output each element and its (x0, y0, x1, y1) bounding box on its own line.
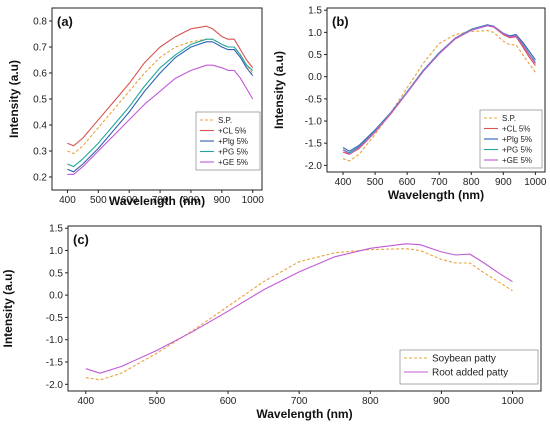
chart-panel: 400 500 600 700 800 900 1000 -2.0 -1.5 -1.0 -0.5 0.… (272, 6, 547, 202)
y-axis-label: Intensity (a.u) (7, 60, 21, 138)
series-line (67, 64, 254, 175)
x-tick-label: 500 (90, 195, 107, 206)
x-tick-label: 400 (77, 396, 94, 407)
series-line (342, 30, 536, 162)
x-tick-label: 1000 (242, 195, 265, 206)
y-tick-label: -1.5 (305, 139, 323, 150)
panel-label: (a) (57, 14, 73, 29)
legend-label: +PG 5% (218, 147, 248, 156)
series-line (342, 25, 536, 155)
x-tick-label: 400 (335, 177, 352, 188)
x-tick-label: 1000 (524, 177, 547, 188)
y-tick-label: 1.0 (49, 246, 63, 257)
legend-label: +CL 5% (502, 124, 530, 133)
series-line (67, 41, 254, 173)
x-tick-label: 800 (463, 177, 480, 188)
y-tick-label: -1.5 (46, 358, 64, 369)
legend: S.P.+CL 5% +Plg 5%+PG 5% +GE 5% (195, 111, 261, 171)
y-tick-label: 0.5 (49, 268, 63, 279)
y-tick-label: 0.5 (308, 50, 322, 61)
series-line (67, 38, 254, 168)
legend: S.P.+CL 5% +Plg 5%+PG 5% +GE 5% (479, 109, 543, 169)
x-axis-label: Wavelength (nm) (109, 194, 205, 208)
x-tick-label: 400 (59, 195, 76, 206)
plot-frame (326, 7, 546, 173)
panel-label: (c) (73, 232, 89, 247)
legend-label: +Plg 5% (502, 135, 532, 144)
x-tick-label: 600 (220, 396, 237, 407)
legend-box (399, 349, 539, 385)
x-tick-label: 800 (183, 195, 200, 206)
x-axis-label: Wavelength (nm) (388, 188, 484, 202)
x-tick-label: 900 (433, 396, 450, 407)
chart-panel: 400 500 600 700 800 900 1000 0.2 0.3 0.4 0.5 0.6 0.7… (7, 7, 265, 208)
x-tick-label: 1000 (501, 396, 524, 407)
x-tick-label: 500 (367, 177, 384, 188)
legend: Soybean patty Root added patty (399, 349, 539, 385)
chart-panel: 400 500 600 700 800 900 1000 -2.0 -1.5 -1.0 -0.5 0.… (1, 224, 542, 421)
y-tick-label: 1.0 (308, 28, 322, 39)
legend-label: Root added patty (432, 368, 508, 379)
x-tick-label: 700 (291, 396, 308, 407)
y-tick-label: 0.3 (33, 147, 47, 158)
panel-label: (b) (332, 14, 349, 29)
y-tick-label: -0.5 (305, 94, 323, 105)
y-tick-label: -0.5 (46, 313, 64, 324)
legend-label: +GE 5% (218, 158, 248, 167)
x-tick-label: 600 (121, 195, 138, 206)
x-tick-label: 900 (214, 195, 231, 206)
y-tick-label: -2.0 (46, 380, 64, 391)
y-tick-label: 0.8 (33, 17, 47, 28)
y-axis-label: Intensity (a.u) (272, 51, 286, 129)
y-tick-label: -1.0 (305, 117, 323, 128)
y-tick-label: 0.7 (33, 43, 47, 54)
x-tick-label: 700 (431, 177, 448, 188)
legend-label: +PG 5% (502, 145, 532, 154)
y-tick-label: 0.2 (33, 173, 47, 184)
x-tick-label: 700 (152, 195, 169, 206)
x-axis-label: Wavelength (nm) (256, 407, 352, 421)
series-line (85, 248, 513, 381)
y-tick-label: -2.0 (305, 161, 323, 172)
y-axis-label: Intensity (a.u) (1, 269, 15, 347)
y-tick-label: 1.5 (49, 224, 63, 235)
x-tick-label: 500 (149, 396, 166, 407)
series-line (85, 243, 513, 374)
legend-label: Soybean patty (432, 354, 496, 365)
legend-label: +CL 5% (218, 126, 246, 135)
y-tick-label: 0.5 (33, 95, 47, 106)
series-line (67, 25, 254, 147)
legend-label: S.P. (502, 114, 516, 123)
y-tick-label: 0.4 (33, 121, 47, 132)
legend-label: S.P. (218, 116, 232, 125)
x-tick-label: 900 (495, 177, 512, 188)
x-tick-label: 800 (362, 396, 379, 407)
plot-frame (67, 225, 542, 392)
x-tick-label: 600 (399, 177, 416, 188)
legend-label: +Plg 5% (218, 137, 248, 146)
y-tick-label: -1.0 (46, 335, 64, 346)
legend-label: +GE 5% (502, 156, 532, 165)
y-tick-label: 0.6 (33, 69, 47, 80)
y-tick-label: 1.5 (308, 6, 322, 17)
y-tick-label: 0.0 (49, 291, 63, 302)
y-tick-label: 0.0 (308, 72, 322, 83)
